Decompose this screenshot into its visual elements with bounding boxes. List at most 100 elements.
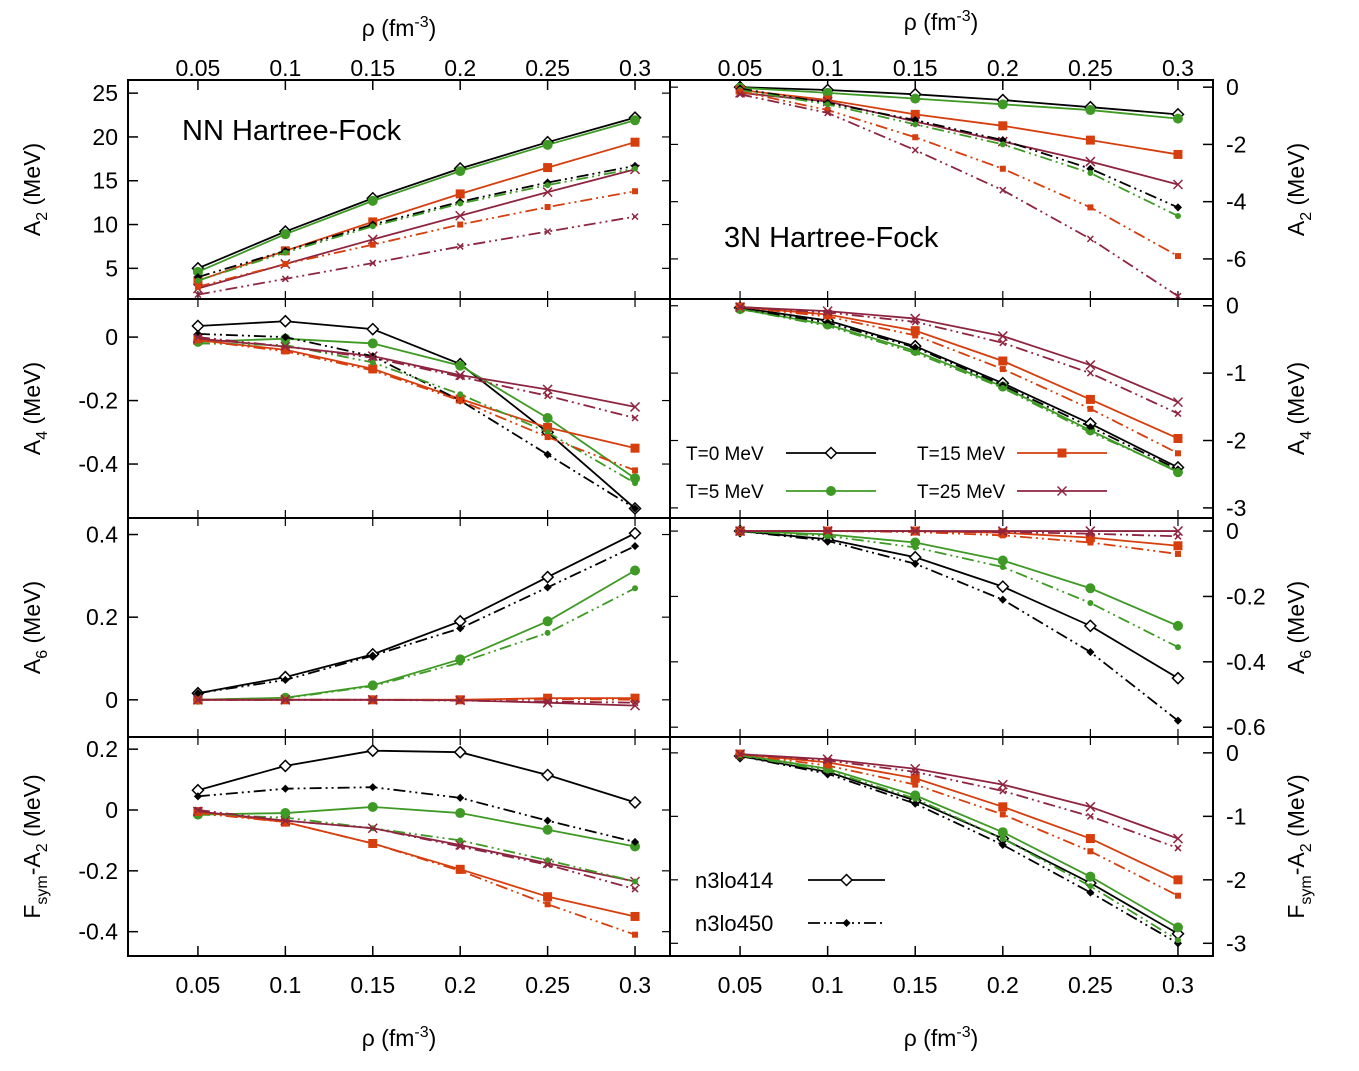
data-point — [912, 544, 919, 551]
data-point — [281, 784, 290, 793]
data-point — [1174, 292, 1182, 300]
x-tick-label-top: 0.2 — [987, 55, 1019, 81]
data-point — [1086, 530, 1094, 538]
data-point — [823, 536, 832, 545]
data-point — [998, 802, 1008, 812]
data-point — [368, 783, 377, 792]
data-point — [1174, 410, 1182, 418]
data-point — [368, 651, 377, 660]
data-point — [194, 291, 202, 299]
data-point — [456, 624, 465, 633]
data-point — [824, 446, 838, 460]
data-point — [824, 527, 832, 535]
data-point — [999, 811, 1006, 818]
data-point — [543, 583, 552, 592]
y-axis-title-3n-a6: A6 (MeV) — [1283, 581, 1315, 674]
data-point — [455, 808, 466, 819]
data-point — [543, 423, 553, 433]
series-layer — [191, 80, 1185, 948]
data-point — [543, 450, 552, 459]
data-point — [1173, 203, 1183, 212]
data-point — [457, 397, 464, 404]
series-line — [197, 167, 636, 282]
y-tick-label: 0 — [105, 687, 118, 713]
data-point — [544, 857, 551, 864]
series-line — [739, 753, 1179, 881]
data-point — [1087, 599, 1094, 606]
data-point — [839, 873, 854, 887]
legend-label: T=15 MeV — [917, 444, 1006, 465]
x-tick-label-bottom: 0.2 — [987, 972, 1019, 998]
x-axis-title-top-left: ρ (fm-3) — [362, 14, 437, 41]
y-tick-label: -0.4 — [78, 451, 118, 477]
x-tick-label-bottom: 0.15 — [350, 972, 395, 998]
data-point — [1086, 369, 1094, 377]
data-point — [910, 773, 920, 783]
data-point — [1085, 533, 1095, 543]
data-point — [912, 795, 919, 802]
data-point — [1173, 716, 1183, 725]
y-axis-title-nn-fsym: Fsym-A2 (MeV) — [19, 774, 51, 918]
series-T25-n3lo450 — [736, 750, 1182, 852]
data-point — [544, 182, 551, 189]
data-point — [1172, 113, 1183, 124]
data-point — [632, 165, 639, 172]
series-T15-n3lo414 — [193, 137, 640, 286]
series-line — [197, 587, 636, 701]
data-point — [999, 532, 1006, 539]
series-line — [740, 530, 1179, 627]
series-T25-n3lo450 — [194, 333, 639, 422]
data-point — [911, 146, 919, 154]
data-point — [632, 480, 639, 487]
series-T5-n3lo450 — [737, 528, 1181, 651]
data-point — [369, 241, 376, 248]
data-point — [1174, 467, 1181, 474]
data-point — [541, 570, 555, 584]
data-point — [997, 827, 1008, 838]
data-point — [824, 107, 831, 114]
data-point — [632, 467, 639, 474]
series-line — [739, 753, 1179, 897]
series-T0-n3lo450 — [736, 527, 1183, 725]
data-point — [1087, 848, 1094, 855]
data-point — [455, 166, 466, 177]
series-line — [740, 306, 1179, 415]
y-axis-title-nn-a4: A4 (MeV) — [19, 362, 51, 455]
data-point — [736, 90, 744, 98]
data-point — [544, 429, 551, 436]
data-point — [281, 817, 289, 825]
data-point — [999, 384, 1006, 391]
data-point — [1085, 583, 1096, 594]
data-point — [997, 99, 1008, 110]
series-line — [739, 306, 1179, 455]
data-point — [1085, 156, 1096, 167]
data-point — [194, 277, 201, 284]
x-tick-label-top: 0.1 — [812, 55, 844, 81]
data-point — [999, 339, 1007, 347]
x-tick-label-bottom: 0.3 — [1162, 972, 1194, 998]
data-point — [999, 564, 1006, 571]
y-axis-title-nn-a6: A6 (MeV) — [19, 581, 51, 674]
legend-label: T=5 MeV — [686, 482, 764, 503]
data-point — [632, 696, 639, 703]
x-tick-label-bottom: 0.25 — [525, 972, 570, 998]
series-line — [739, 89, 1179, 217]
series-line — [197, 116, 636, 270]
series-T25-n3lo414 — [735, 749, 1183, 844]
data-point — [282, 260, 289, 267]
series-line — [739, 530, 1179, 679]
series-line — [197, 190, 636, 288]
series-line — [197, 164, 636, 278]
y-tick-label: 20 — [92, 124, 118, 150]
series-T5-n3lo414 — [192, 333, 641, 484]
data-point — [998, 356, 1008, 366]
data-point — [1085, 801, 1096, 812]
panel-frames — [127, 79, 1214, 957]
series-line — [197, 141, 636, 282]
data-point — [824, 322, 831, 329]
y-tick-label: -1 — [1226, 360, 1246, 386]
series-T15-n3lo450 — [737, 88, 1181, 260]
data-point — [194, 810, 201, 817]
data-point — [1086, 812, 1094, 820]
data-point — [455, 210, 466, 221]
